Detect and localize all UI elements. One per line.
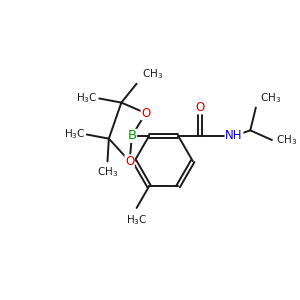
- Text: H$_3$C: H$_3$C: [126, 214, 147, 227]
- Text: B: B: [127, 129, 136, 142]
- Text: O: O: [196, 101, 205, 114]
- Text: NH: NH: [225, 129, 243, 142]
- Text: H$_3$C: H$_3$C: [76, 92, 98, 105]
- Text: H$_3$C: H$_3$C: [64, 128, 85, 141]
- Text: CH$_3$: CH$_3$: [276, 133, 297, 147]
- Text: O: O: [125, 155, 134, 168]
- Text: O: O: [141, 106, 150, 120]
- Text: CH$_3$: CH$_3$: [97, 166, 118, 179]
- Text: CH$_3$: CH$_3$: [260, 91, 281, 105]
- Text: CH$_3$: CH$_3$: [142, 67, 163, 81]
